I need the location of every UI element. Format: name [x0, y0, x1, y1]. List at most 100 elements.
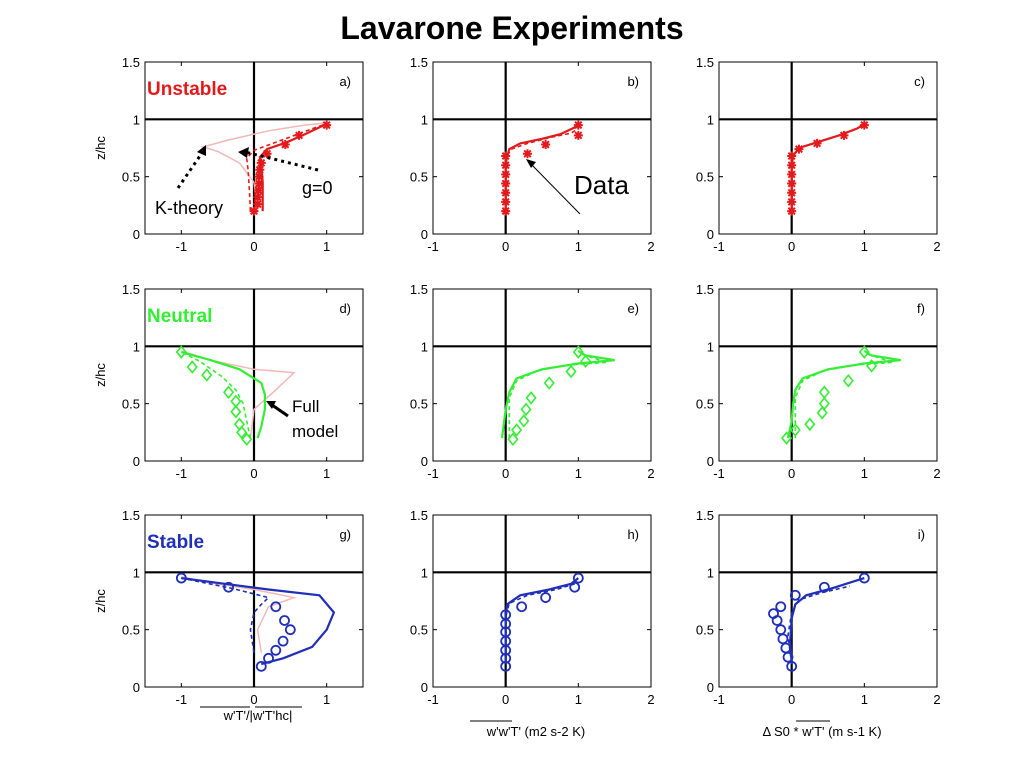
- g0-arrowhead: [238, 147, 249, 158]
- panel-i: -1 0 1 200.511.5i): [696, 508, 941, 707]
- data-arrow: [529, 162, 581, 215]
- data-point: [775, 624, 787, 636]
- y-tick-label: 0: [133, 680, 140, 695]
- x-axis-label-col3: Δ S0 * w'T' (m s-1 K): [762, 724, 881, 739]
- g0-arrow: [244, 150, 319, 172]
- data-point: [789, 589, 801, 601]
- data-point: [501, 206, 511, 216]
- data-point: [565, 364, 577, 379]
- y-tick-label: 1.5: [696, 55, 714, 70]
- y-tick-label: 1: [133, 112, 140, 127]
- x-tick-label: 1: [323, 692, 330, 707]
- g0-series: [787, 585, 850, 665]
- y-tick-label: 1: [133, 565, 140, 580]
- data-point: [501, 151, 511, 161]
- y-tick-label: 0.5: [696, 397, 714, 412]
- panel-letter: b): [627, 74, 639, 89]
- x-axis-label-col2: w'w'T' (m2 s-2 K): [486, 724, 585, 739]
- data-point: [501, 160, 511, 170]
- data-point: [572, 572, 584, 584]
- data-point: [540, 592, 552, 603]
- data-point: [789, 423, 801, 437]
- axes-frame: [718, 61, 938, 235]
- data-point: [812, 138, 822, 148]
- full-model-series: [258, 122, 328, 212]
- data-point: [236, 425, 248, 440]
- x-axis-labels-group: w'T'/|w'T'hc| w'w'T' (m2 s-2 K) Δ S0 * w…: [200, 706, 882, 739]
- data-point: [787, 188, 797, 198]
- x-tick-label: 2: [647, 239, 654, 254]
- k-theory-arrowhead: [197, 145, 206, 156]
- full-model-annotation-line1: Full: [292, 397, 319, 416]
- y-tick-label: 0: [421, 227, 428, 242]
- full-model-series: [504, 123, 580, 212]
- data-point: [780, 642, 792, 654]
- data-point: [786, 660, 798, 672]
- y-tick-label: 1.5: [410, 55, 428, 70]
- data-point: [787, 179, 797, 189]
- y-tick-label: 1: [707, 565, 714, 580]
- x-tick-label: -1: [176, 466, 188, 481]
- data-point: [859, 120, 869, 130]
- y-tick-label: 0: [707, 454, 714, 469]
- data-point: [223, 385, 235, 399]
- x-tick-label: 0: [250, 466, 257, 481]
- y-tick-label: 1.5: [122, 282, 140, 297]
- data-point: [580, 354, 592, 369]
- panel-letter: g): [339, 527, 351, 542]
- data-point: [254, 179, 264, 189]
- panel-f: -1 0 1 200.511.5f): [696, 282, 941, 481]
- data-point: [787, 197, 797, 207]
- data-point: [781, 431, 793, 445]
- g0-series: [504, 583, 575, 665]
- x-tick-label: -1: [427, 692, 439, 707]
- data-point: [572, 345, 584, 359]
- y-tick-label: 0.5: [122, 397, 140, 412]
- figure-title: Lavarone Experiments: [340, 10, 684, 46]
- row-label-stable: Stable: [147, 532, 204, 553]
- data-point: [270, 601, 282, 613]
- x-tick-label: 2: [647, 466, 654, 481]
- data-point: [858, 572, 870, 584]
- x-tick-label: 1: [575, 692, 582, 707]
- data-point: [262, 149, 272, 159]
- k-theory-annotation: K-theory: [155, 198, 223, 218]
- x-tick-label: 1: [861, 239, 868, 254]
- y-tick-label: 0: [421, 454, 428, 469]
- row-label-neutral: Neutral: [147, 306, 212, 327]
- x-tick-label: 0: [788, 239, 795, 254]
- data-point: [230, 394, 242, 409]
- data-point: [501, 169, 511, 179]
- x-tick-label: 0: [502, 239, 509, 254]
- y-tick-label: 0: [133, 454, 140, 469]
- data-point: [241, 432, 253, 446]
- x-tick-label: 1: [323, 466, 330, 481]
- y-tick-label: 0: [707, 227, 714, 242]
- data-point: [175, 572, 187, 584]
- full-model-series: [500, 349, 615, 439]
- data-point: [768, 608, 779, 620]
- data-arrowhead: [526, 159, 536, 168]
- axes-frame: [432, 61, 652, 235]
- x-tick-label: -1: [176, 239, 188, 254]
- y-tick-label: 1.5: [122, 508, 140, 523]
- data-point: [839, 130, 849, 140]
- data-point: [500, 609, 512, 621]
- full-model-series: [181, 577, 336, 666]
- data-point: [818, 581, 830, 593]
- x-tick-label: 0: [502, 692, 509, 707]
- panel-e: -1 0 1 200.511.5e): [410, 282, 655, 481]
- data-point: [787, 151, 797, 161]
- panel-a: -1 0 1 0 0.5 1 1.5 a) z/hc Unstable: [93, 55, 364, 254]
- x-tick-label: -1: [427, 239, 439, 254]
- y-tick-label: 1.5: [696, 282, 714, 297]
- y-tick-label: 1.5: [696, 508, 714, 523]
- full-model-series: [786, 349, 901, 439]
- y-tick-label: 1.5: [410, 508, 428, 523]
- data-point: [280, 140, 290, 150]
- data-point: [541, 140, 551, 150]
- x-tick-label: 0: [788, 466, 795, 481]
- data-point: [543, 376, 555, 390]
- panel-letter: f): [917, 301, 925, 316]
